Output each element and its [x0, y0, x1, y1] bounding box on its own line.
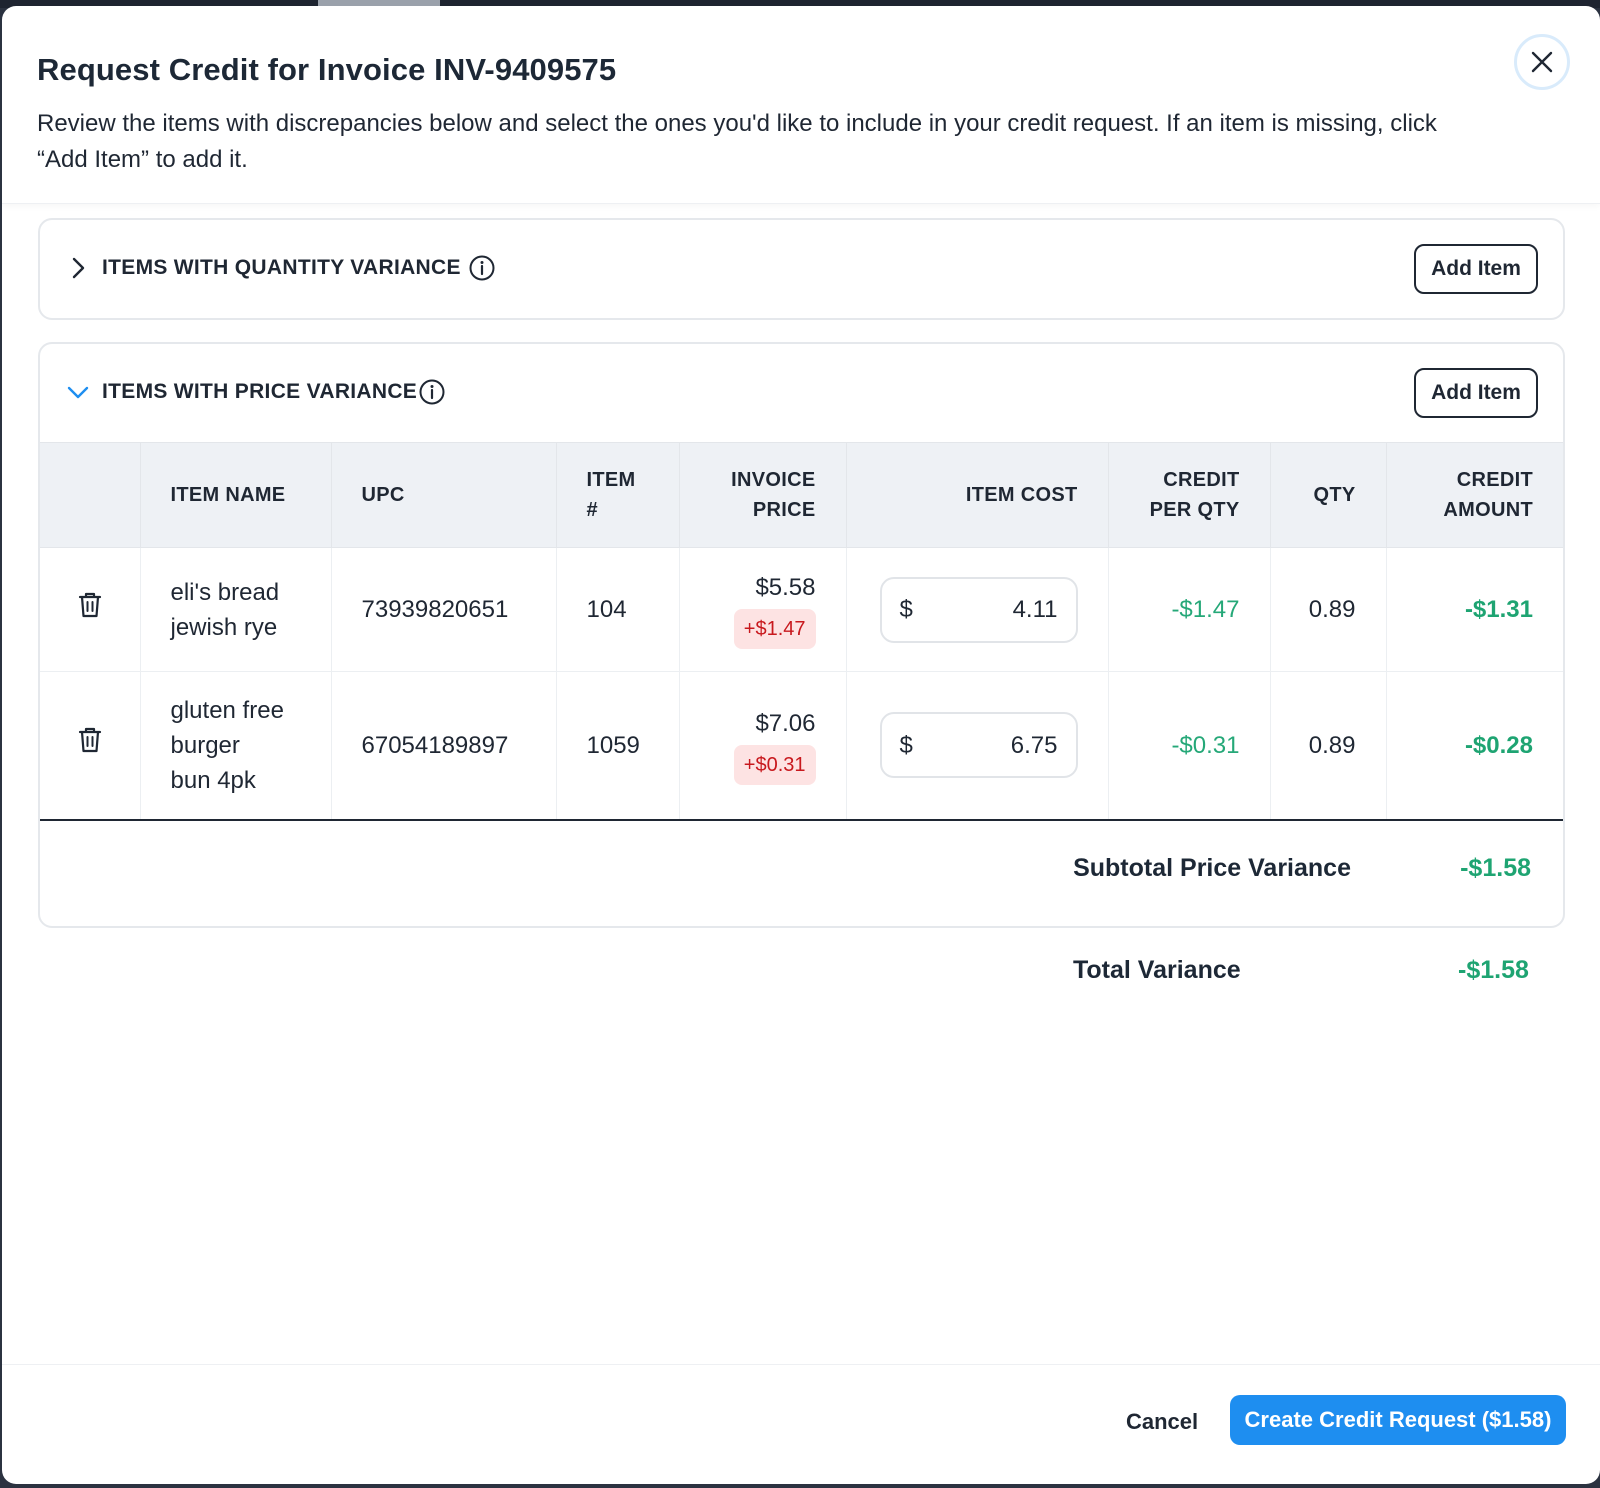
info-icon[interactable] [468, 254, 496, 282]
close-button[interactable] [1514, 34, 1570, 90]
upc-cell: 67054189897 [331, 671, 557, 821]
backdrop [0, 0, 1600, 8]
chevron-right-icon[interactable] [66, 256, 90, 280]
header-credit-per-qty-line2: PER QTY [1149, 499, 1240, 521]
trash-icon[interactable] [77, 591, 103, 619]
add-item-button-price[interactable]: Add Item [1414, 368, 1538, 418]
cancel-button[interactable]: Cancel [1126, 1409, 1199, 1434]
header-credit-per-qty[interactable]: CREDIT PER QTY [1108, 442, 1271, 548]
credit-amount-cell: -$0.28 [1386, 671, 1563, 821]
item-cost-input[interactable]: $ 4.11 [879, 576, 1078, 643]
modal-title: Request Credit for Invoice INV-9409575 [37, 52, 617, 87]
item-name-line: burger [170, 731, 240, 759]
table-row: gluten free burger bun 4pk 67054189897 1… [40, 671, 1563, 821]
total-variance-label: Total Variance [1073, 956, 1241, 984]
price-variance-title: ITEMS WITH PRICE VARIANCE [102, 380, 418, 403]
item-cost-value[interactable]: 6.75 [1010, 731, 1058, 759]
item-cost-cell: $ 6.75 [846, 671, 1109, 821]
item-name-line: eli's bread [170, 578, 280, 606]
item-cost-value[interactable]: 4.11 [1012, 596, 1058, 623]
item-number-cell: 104 [556, 547, 680, 672]
price-variance-badge: +$1.47 [733, 609, 816, 649]
trash-icon[interactable] [77, 726, 103, 754]
modal-footer: Cancel Create Credit Request ($1.58) [2, 1364, 1600, 1484]
header-credit-amount[interactable]: CREDIT AMOUNT [1386, 442, 1563, 548]
add-item-button-quantity[interactable]: Add Item [1414, 244, 1538, 294]
header-invoice-price-line2: PRICE [752, 499, 816, 521]
chevron-down-icon[interactable] [66, 380, 90, 404]
delete-cell [40, 671, 141, 821]
subtotal-row: Subtotal Price Variance -$1.58 [40, 820, 1563, 920]
price-variance-table: ITEM NAME UPC ITEM # INVOICE PRICE ITEM … [40, 442, 1563, 821]
header-invoice-price[interactable]: INVOICE PRICE [679, 442, 847, 548]
credit-amount-cell: -$1.31 [1386, 547, 1563, 672]
create-credit-request-button[interactable]: Create Credit Request ($1.58) [1230, 1395, 1566, 1445]
header-item-number[interactable]: ITEM # [556, 442, 680, 548]
price-variance-header[interactable]: ITEMS WITH PRICE VARIANCE Add Item [40, 344, 1563, 442]
delete-cell [40, 547, 141, 672]
header-invoice-price-line1: INVOICE [731, 469, 816, 491]
invoice-price-cell: $5.58 +$1.47 [679, 547, 847, 672]
item-cost-cell: $ 4.11 [846, 547, 1109, 672]
credit-per-qty-cell: -$0.31 [1108, 671, 1271, 821]
header-item-cost[interactable]: ITEM COST [846, 442, 1109, 548]
quantity-variance-section: ITEMS WITH QUANTITY VARIANCE Add Item [38, 218, 1565, 320]
price-variance-badge: +$0.31 [733, 744, 816, 785]
credit-request-modal: Request Credit for Invoice INV-9409575 R… [2, 6, 1600, 1484]
table-row: eli's bread jewish rye 73939820651 104 $… [40, 547, 1563, 672]
header-upc[interactable]: UPC [331, 442, 557, 548]
header-credit-amount-line2: AMOUNT [1443, 499, 1533, 521]
currency-symbol: $ [899, 731, 913, 759]
header-item-number-line2: # [586, 499, 598, 521]
quantity-variance-header[interactable]: ITEMS WITH QUANTITY VARIANCE Add Item [40, 220, 1563, 318]
header-item-number-line1: ITEM [586, 469, 636, 491]
item-name-line: jewish rye [170, 613, 278, 641]
upc-cell: 73939820651 [331, 547, 557, 672]
modal-header: Request Credit for Invoice INV-9409575 R… [2, 6, 1600, 204]
item-name-cell: eli's bread jewish rye [140, 547, 332, 672]
quantity-variance-title: ITEMS WITH QUANTITY VARIANCE [102, 256, 461, 279]
item-name-line: gluten free [170, 696, 284, 724]
info-icon[interactable] [418, 378, 446, 406]
modal-subtitle: Review the items with discrepancies belo… [37, 110, 1437, 173]
table-header-row: ITEM NAME UPC ITEM # INVOICE PRICE ITEM … [40, 442, 1563, 548]
price-variance-section: ITEMS WITH PRICE VARIANCE Add Item [38, 342, 1565, 928]
header-delete [40, 442, 141, 548]
header-item-name[interactable]: ITEM NAME [140, 442, 332, 548]
item-name-line: bun 4pk [170, 766, 256, 794]
item-name-cell: gluten free burger bun 4pk [140, 671, 332, 821]
header-qty[interactable]: QTY [1270, 442, 1387, 548]
currency-symbol: $ [899, 596, 913, 623]
header-credit-per-qty-line1: CREDIT [1163, 469, 1240, 491]
credit-per-qty-cell: -$1.47 [1108, 547, 1271, 672]
close-icon [1531, 51, 1553, 73]
subtotal-value: -$1.58 [1460, 854, 1531, 882]
subtotal-label: Subtotal Price Variance [1073, 854, 1351, 882]
header-credit-amount-line1: CREDIT [1456, 469, 1533, 491]
total-variance-value: -$1.58 [1458, 956, 1529, 984]
invoice-price-cell: $7.06 +$0.31 [679, 671, 847, 821]
item-number-cell: 1059 [556, 671, 680, 821]
qty-cell: 0.89 [1270, 671, 1387, 821]
qty-cell: 0.89 [1270, 547, 1387, 672]
invoice-price: $7.06 [755, 709, 816, 737]
backdrop-tab [318, 0, 440, 8]
item-cost-input[interactable]: $ 6.75 [879, 712, 1078, 779]
invoice-price: $5.58 [755, 574, 816, 601]
